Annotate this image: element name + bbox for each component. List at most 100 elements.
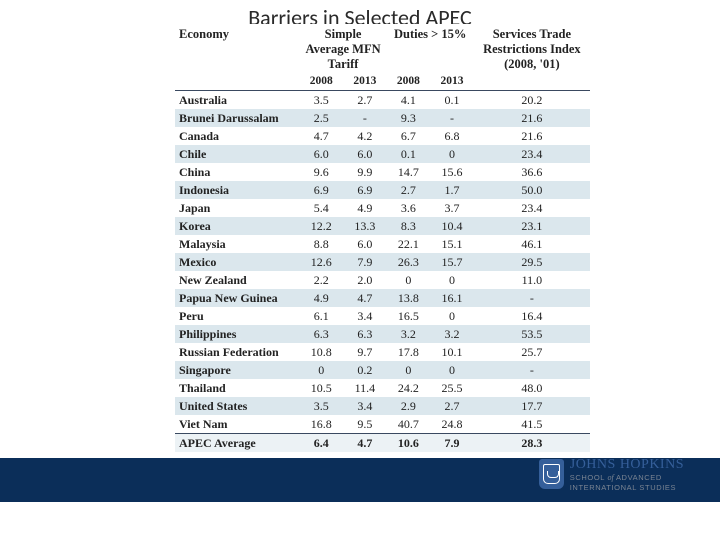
year-2013b: 2013	[430, 74, 474, 91]
value-cell: -	[430, 109, 474, 127]
value-cell: 1.7	[430, 181, 474, 199]
value-cell: 14.7	[387, 163, 431, 181]
value-cell: 22.1	[387, 235, 431, 253]
value-cell: 4.9	[300, 289, 344, 307]
value-cell: 3.5	[300, 91, 344, 110]
value-cell: -	[474, 361, 590, 379]
col-duties: Duties > 15%	[387, 24, 474, 74]
value-cell: 4.2	[343, 127, 387, 145]
year-2008a: 2008	[300, 74, 344, 91]
value-cell: 4.7	[300, 127, 344, 145]
value-cell: 6.9	[343, 181, 387, 199]
value-cell: 10.8	[300, 343, 344, 361]
value-cell: 6.0	[300, 145, 344, 163]
value-cell: 9.6	[300, 163, 344, 181]
value-cell: 28.3	[474, 434, 590, 453]
value-cell: 21.6	[474, 127, 590, 145]
year-blank	[175, 74, 300, 91]
value-cell: 4.1	[387, 91, 431, 110]
value-cell: 15.6	[430, 163, 474, 181]
logo-main: JOHNS HOPKINS	[570, 458, 684, 472]
value-cell: 7.9	[343, 253, 387, 271]
value-cell: 46.1	[474, 235, 590, 253]
value-cell: 4.7	[343, 289, 387, 307]
value-cell: 6.3	[343, 325, 387, 343]
value-cell: 9.9	[343, 163, 387, 181]
value-cell: -	[474, 289, 590, 307]
value-cell: 0	[430, 307, 474, 325]
value-cell: 23.1	[474, 217, 590, 235]
value-cell: 16.1	[430, 289, 474, 307]
col-tariff: Simple Average MFN Tariff	[300, 24, 387, 74]
value-cell: 17.7	[474, 397, 590, 415]
value-cell: 8.8	[300, 235, 344, 253]
logo-sub2: INTERNATIONAL STUDIES	[570, 484, 684, 492]
value-cell: 13.8	[387, 289, 431, 307]
value-cell: 3.2	[387, 325, 431, 343]
economy-cell: United States	[175, 397, 300, 415]
economy-cell: Indonesia	[175, 181, 300, 199]
economy-cell: Canada	[175, 127, 300, 145]
value-cell: 11.0	[474, 271, 590, 289]
value-cell: 20.2	[474, 91, 590, 110]
table-row: Papua New Guinea4.94.713.816.1-	[175, 289, 590, 307]
value-cell: 3.2	[430, 325, 474, 343]
value-cell: 9.7	[343, 343, 387, 361]
shield-icon	[539, 459, 564, 489]
year-blank2	[474, 74, 590, 91]
value-cell: 5.4	[300, 199, 344, 217]
economy-cell: Australia	[175, 91, 300, 110]
value-cell: 10.1	[430, 343, 474, 361]
table-body: Australia3.52.74.10.120.2Brunei Darussal…	[175, 91, 590, 453]
value-cell: 3.7	[430, 199, 474, 217]
value-cell: 6.8	[430, 127, 474, 145]
economy-cell: Brunei Darussalam	[175, 109, 300, 127]
value-cell: 0.1	[387, 145, 431, 163]
table-row: New Zealand2.22.00011.0	[175, 271, 590, 289]
value-cell: 0	[430, 145, 474, 163]
value-cell: 0	[387, 361, 431, 379]
value-cell: 6.1	[300, 307, 344, 325]
table-row: Singapore00.200-	[175, 361, 590, 379]
value-cell: 13.3	[343, 217, 387, 235]
table-row: Peru6.13.416.5016.4	[175, 307, 590, 325]
table-row: Thailand10.511.424.225.548.0	[175, 379, 590, 397]
logo-sub1: SCHOOL of ADVANCED	[570, 474, 684, 482]
economy-cell: Singapore	[175, 361, 300, 379]
value-cell: 2.2	[300, 271, 344, 289]
value-cell: 8.3	[387, 217, 431, 235]
col-economy: Economy	[175, 24, 300, 74]
table-row: Viet Nam16.89.540.724.841.5	[175, 415, 590, 434]
value-cell: 53.5	[474, 325, 590, 343]
value-cell: 7.9	[430, 434, 474, 453]
value-cell: -	[343, 109, 387, 127]
table-row: Chile6.06.00.1023.4	[175, 145, 590, 163]
value-cell: 0	[300, 361, 344, 379]
value-cell: 23.4	[474, 145, 590, 163]
value-cell: 12.2	[300, 217, 344, 235]
value-cell: 15.1	[430, 235, 474, 253]
value-cell: 2.7	[387, 181, 431, 199]
logo-text: JOHNS HOPKINS SCHOOL of ADVANCED INTERNA…	[570, 458, 684, 492]
economy-cell: Thailand	[175, 379, 300, 397]
value-cell: 11.4	[343, 379, 387, 397]
table-row: Malaysia8.86.022.115.146.1	[175, 235, 590, 253]
table-row: United States3.53.42.92.717.7	[175, 397, 590, 415]
value-cell: 2.5	[300, 109, 344, 127]
value-cell: 2.9	[387, 397, 431, 415]
economy-cell: China	[175, 163, 300, 181]
value-cell: 0.2	[343, 361, 387, 379]
value-cell: 25.7	[474, 343, 590, 361]
value-cell: 9.3	[387, 109, 431, 127]
value-cell: 16.5	[387, 307, 431, 325]
value-cell: 12.6	[300, 253, 344, 271]
value-cell: 3.4	[343, 397, 387, 415]
value-cell: 2.7	[343, 91, 387, 110]
value-cell: 0	[430, 361, 474, 379]
table-row: Mexico12.67.926.315.729.5	[175, 253, 590, 271]
value-cell: 16.8	[300, 415, 344, 434]
value-cell: 15.7	[430, 253, 474, 271]
table-row: Korea12.213.38.310.423.1	[175, 217, 590, 235]
table-head: Economy Simple Average MFN Tariff Duties…	[175, 24, 590, 91]
value-cell: 2.7	[430, 397, 474, 415]
